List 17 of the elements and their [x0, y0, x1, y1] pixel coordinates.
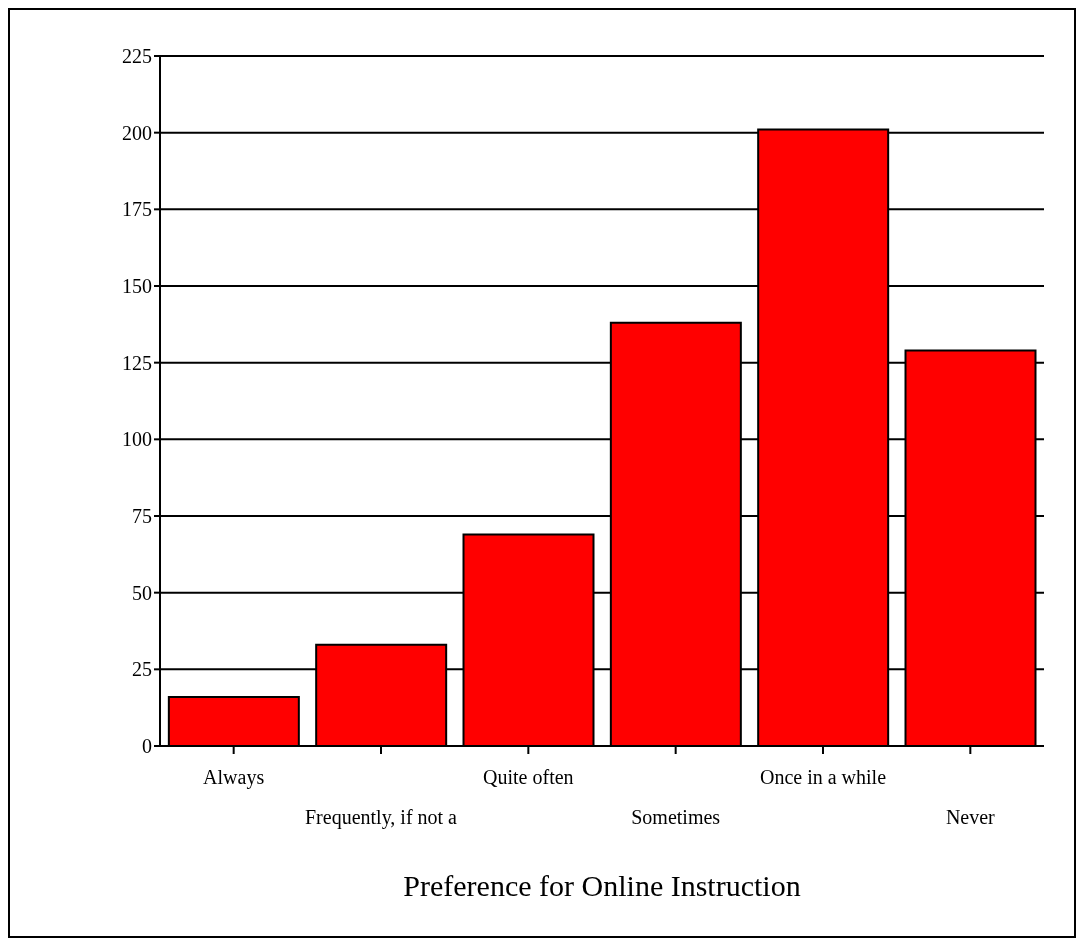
- y-tick-label: 0: [142, 735, 152, 758]
- y-tick-label: 75: [132, 505, 152, 528]
- x-tick-label: Sometimes: [631, 806, 721, 828]
- y-tick-label: 200: [122, 121, 152, 144]
- y-tick-label: 125: [122, 351, 152, 374]
- x-tick-label: Never: [945, 806, 996, 828]
- y-tick-label: 50: [132, 581, 152, 604]
- y-tick-label: 100: [122, 428, 152, 451]
- x-tick-label: Frequently, if not a: [304, 806, 458, 829]
- y-tick-label: 25: [132, 658, 152, 681]
- x-axis-title: Preference for Online Instruction: [403, 869, 801, 902]
- x-tick-label: Quite often: [483, 766, 574, 788]
- x-tick-label: Always: [203, 766, 265, 789]
- y-tick-label: 175: [122, 198, 152, 221]
- y-tick-label: 150: [122, 275, 152, 298]
- x-tick-label: Once in a while: [759, 766, 887, 788]
- y-tick-label: 225: [122, 45, 152, 68]
